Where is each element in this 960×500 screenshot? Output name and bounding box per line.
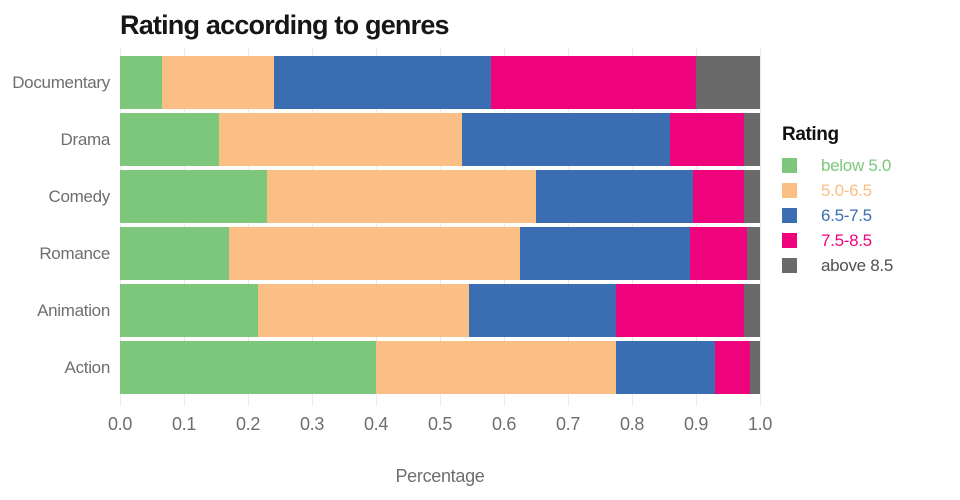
bar-segment-romance-5-0-6-5[interactable] [228,227,520,280]
x-tick-0.1: 0.1 [171,414,197,434]
legend-item-7-5-8-5[interactable]: 7.5-8.5 [782,228,893,253]
y-axis-labels: Documentary Drama Comedy Romance Animation Ac… [0,56,110,398]
legend-swatch-7-5-8-5 [782,233,797,248]
bar-segment-animation-7-5-8-5[interactable] [615,284,744,337]
y-label-action: Action [64,357,111,377]
x-axis-ticks: 0.0 0.1 0.2 0.3 0.4 0.5 0.6 0.7 0.8 0.9 1.0 [108,414,772,438]
bar-segment-drama-7-5-8-5[interactable] [670,113,744,166]
bar-row-action [120,341,760,394]
bar-segment-animation-5-0-6-5[interactable] [257,284,469,337]
bar-segment-action-7-5-8-5[interactable] [715,341,751,394]
x-tick-0.2: 0.2 [235,414,261,434]
bar-row-comedy [120,170,760,223]
bar-segment-comedy-above-8-5[interactable] [743,170,760,223]
bar-segment-documentary-7-5-8-5[interactable] [491,56,696,109]
legend-swatch-above-8-5 [782,258,797,273]
bar-segment-documentary-6-5-7-5[interactable] [273,56,492,109]
x-tick-1.0: 1.0 [747,414,773,434]
bar-segment-comedy-5-0-6-5[interactable] [267,170,536,223]
bars [120,56,760,398]
bar-segment-animation-above-8-5[interactable] [743,284,760,337]
bar-segment-animation-below-5-0[interactable] [120,284,258,337]
bar-segment-documentary-5-0-6-5[interactable] [161,56,274,109]
x-tick-0.7: 0.7 [555,414,581,434]
x-tick-0.8: 0.8 [619,414,645,434]
legend-item-6-5-7-5[interactable]: 6.5-7.5 [782,203,893,228]
bar-segment-documentary-above-8-5[interactable] [695,56,760,109]
y-label-documentary: Documentary [12,72,110,92]
bar-segment-comedy-6-5-7-5[interactable] [535,170,693,223]
bar-row-romance [120,227,760,280]
x-tick-0.3: 0.3 [299,414,325,434]
x-axis-title: Percentage [395,466,485,486]
x-tick-0.9: 0.9 [683,414,709,434]
legend-label-6-5-7-5: 6.5-7.5 [821,205,872,225]
legend-item-below-5-0[interactable]: below 5.0 [782,153,893,178]
legend-label-below-5-0: below 5.0 [821,155,892,175]
legend-label-above-8-5: above 8.5 [821,255,893,275]
legend-swatch-5-0-6-5 [782,183,797,198]
bar-segment-action-6-5-7-5[interactable] [616,341,716,394]
chart-title: Rating according to genres [120,10,450,40]
bar-segment-documentary-below-5-0[interactable] [120,56,162,109]
legend-items: below 5.0 5.0-6.5 6.5-7.5 7.5-8.5 above 8.5 [782,153,893,278]
legend-item-5-0-6-5[interactable]: 5.0-6.5 [782,178,893,203]
x-tick-0.6: 0.6 [491,414,517,434]
legend-label-5-0-6-5: 5.0-6.5 [821,180,872,200]
bar-segment-romance-6-5-7-5[interactable] [519,227,690,280]
plot-area [120,48,761,406]
y-label-animation: Animation [37,300,110,320]
bar-segment-romance-above-8-5[interactable] [747,227,760,280]
bar-segment-animation-6-5-7-5[interactable] [468,284,616,337]
bar-segment-drama-below-5-0[interactable] [120,113,220,166]
legend: Rating below 5.0 5.0-6.5 6.5-7.5 7.5-8.5 abo… [782,124,893,278]
y-label-drama: Drama [60,129,110,149]
bar-segment-action-below-5-0[interactable] [120,341,376,394]
y-label-comedy: Comedy [48,186,110,206]
bar-segment-comedy-7-5-8-5[interactable] [692,170,744,223]
legend-swatch-below-5-0 [782,158,797,173]
bar-segment-drama-6-5-7-5[interactable] [462,113,671,166]
legend-swatch-6-5-7-5 [782,208,797,223]
bar-row-animation [120,284,760,337]
y-label-romance: Romance [39,243,110,263]
bar-segment-romance-7-5-8-5[interactable] [689,227,748,280]
legend-label-7-5-8-5: 7.5-8.5 [821,230,872,250]
bar-segment-comedy-below-5-0[interactable] [120,170,268,223]
bar-segment-romance-below-5-0[interactable] [120,227,229,280]
bar-segment-action-above-8-5[interactable] [750,341,760,394]
bar-segment-action-5-0-6-5[interactable] [376,341,616,394]
x-tick-0.0: 0.0 [107,414,133,434]
x-tick-0.5: 0.5 [427,414,453,434]
legend-item-above-8-5[interactable]: above 8.5 [782,253,893,278]
bar-segment-drama-above-8-5[interactable] [743,113,760,166]
bar-segment-drama-5-0-6-5[interactable] [219,113,463,166]
bar-row-drama [120,113,760,166]
x-tick-0.4: 0.4 [363,414,389,434]
gridline-1.0 [760,48,761,406]
legend-title: Rating [782,124,839,145]
bar-row-documentary [120,56,760,109]
